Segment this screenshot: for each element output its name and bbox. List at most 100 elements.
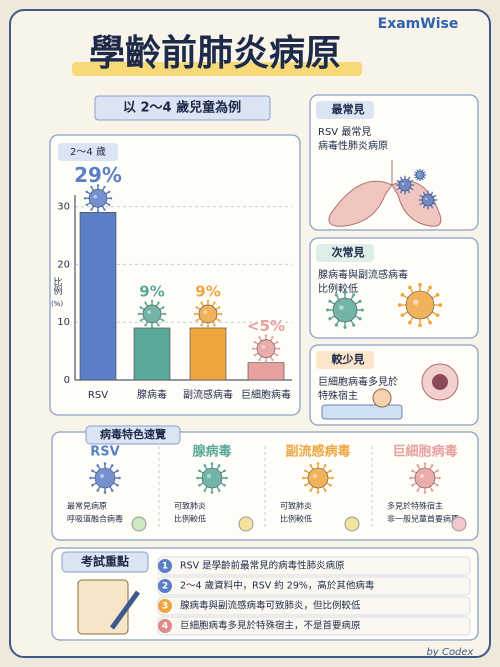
bullet: 非一般兒童首要病原	[387, 514, 459, 524]
spike-tip	[302, 476, 305, 480]
spike-tip	[422, 191, 425, 194]
value-label: 9%	[195, 282, 220, 300]
spike-tip	[416, 179, 418, 181]
spike-tip	[411, 469, 414, 473]
signature: by Codex	[427, 647, 474, 658]
item-num: 3	[162, 602, 168, 612]
spike-tip	[217, 489, 221, 492]
spike-tip	[418, 199, 421, 201]
spike-tip	[419, 194, 422, 197]
spike-tip	[251, 347, 255, 350]
subtitle: 以 2～4 歲兒童為例	[123, 100, 241, 116]
spike-tip	[358, 317, 362, 321]
spike-tip	[418, 323, 422, 328]
virus-icon	[137, 299, 167, 329]
bed	[321, 404, 403, 420]
status-icon	[131, 516, 147, 532]
spike-tip	[419, 180, 421, 182]
spike-tip	[414, 177, 416, 179]
spike-tip	[397, 303, 402, 307]
virus-icon	[409, 462, 441, 494]
spike-tip	[436, 469, 439, 473]
virus-body	[198, 304, 218, 324]
spike-tip	[103, 491, 107, 494]
spike-tip	[408, 191, 411, 194]
spike-tip	[206, 325, 210, 329]
spike-tip	[139, 306, 142, 309]
virus-spot	[425, 197, 428, 200]
spike-tip	[419, 203, 422, 206]
spike-tip	[225, 476, 228, 480]
spike-tip	[431, 206, 434, 209]
spike-tip	[157, 301, 160, 304]
virus-body	[94, 467, 116, 489]
spike-tip	[85, 190, 88, 193]
virus-body	[142, 304, 162, 324]
virus-body	[201, 467, 223, 489]
status-icon	[344, 516, 360, 532]
value-label: <5%	[247, 317, 285, 335]
spike-tip	[352, 323, 356, 327]
item-text: 腺病毒與副流感病毒可致肺炎，但比例較低	[180, 600, 361, 612]
bullet: 比例較低	[174, 514, 206, 524]
spike-tip	[200, 324, 203, 327]
spike-tip	[162, 319, 165, 322]
spike-tip	[427, 207, 429, 210]
virus-spot	[261, 345, 266, 349]
item-text: RSV 是學齡前最常見的病毒性肺炎病原	[180, 560, 345, 572]
spike-tip	[195, 306, 198, 309]
card-tag	[316, 351, 374, 369]
spike-tip	[425, 174, 427, 176]
y-axis-unit: (%)	[51, 300, 63, 308]
spike-tip	[423, 491, 427, 494]
bullet: 呼吸道融合病毒	[67, 514, 123, 524]
virus-body	[332, 297, 358, 323]
spike-tip	[411, 188, 414, 191]
y-axis-label: 比例	[52, 276, 63, 296]
spike-tip	[144, 301, 147, 304]
spike-tip	[96, 210, 100, 213]
spike-tip	[253, 340, 256, 344]
spike-tip	[103, 185, 106, 189]
virus-spot	[420, 474, 424, 478]
pencil	[109, 590, 141, 630]
bullet: 多見於特殊宿主	[387, 501, 443, 511]
spike-tip	[423, 462, 427, 465]
virus-spot	[402, 182, 405, 185]
column-name: RSV	[90, 445, 119, 460]
bar	[247, 362, 285, 381]
item-num-bg	[158, 599, 172, 613]
spike-tip	[213, 324, 216, 327]
virus-spot	[93, 194, 98, 199]
spike-tip	[400, 293, 405, 297]
spike-tip	[193, 312, 197, 316]
section-title: 病毒特色速覽	[100, 427, 166, 441]
spike-tip	[399, 191, 402, 194]
spike-tip	[89, 476, 92, 480]
spike-tip	[163, 312, 167, 316]
item-num: 2	[162, 582, 168, 592]
spike-tip	[323, 464, 327, 467]
spike-tip	[150, 299, 154, 303]
spike-tip	[309, 489, 313, 492]
virus-body	[307, 467, 329, 489]
title-highlight	[72, 62, 362, 76]
virus-spot	[207, 474, 211, 478]
virus-spot	[100, 474, 104, 478]
y-tick-label: 0	[64, 375, 70, 386]
virus-icon	[326, 291, 364, 329]
spike-tip	[438, 476, 441, 480]
spike-tip	[411, 179, 414, 182]
bullet: 比例較低	[280, 514, 312, 524]
spike-tip	[358, 299, 362, 303]
virus-spot	[313, 474, 317, 478]
value-label: 29%	[74, 163, 122, 187]
card-line: 病毒性肺炎病原	[318, 139, 388, 152]
spike-tip	[422, 169, 424, 171]
virus-icon	[89, 462, 121, 494]
spike-tip	[271, 336, 274, 339]
virus-body	[415, 170, 425, 180]
spike-tip	[434, 203, 437, 206]
spike-tip	[399, 176, 402, 179]
virus-icon	[193, 299, 223, 329]
